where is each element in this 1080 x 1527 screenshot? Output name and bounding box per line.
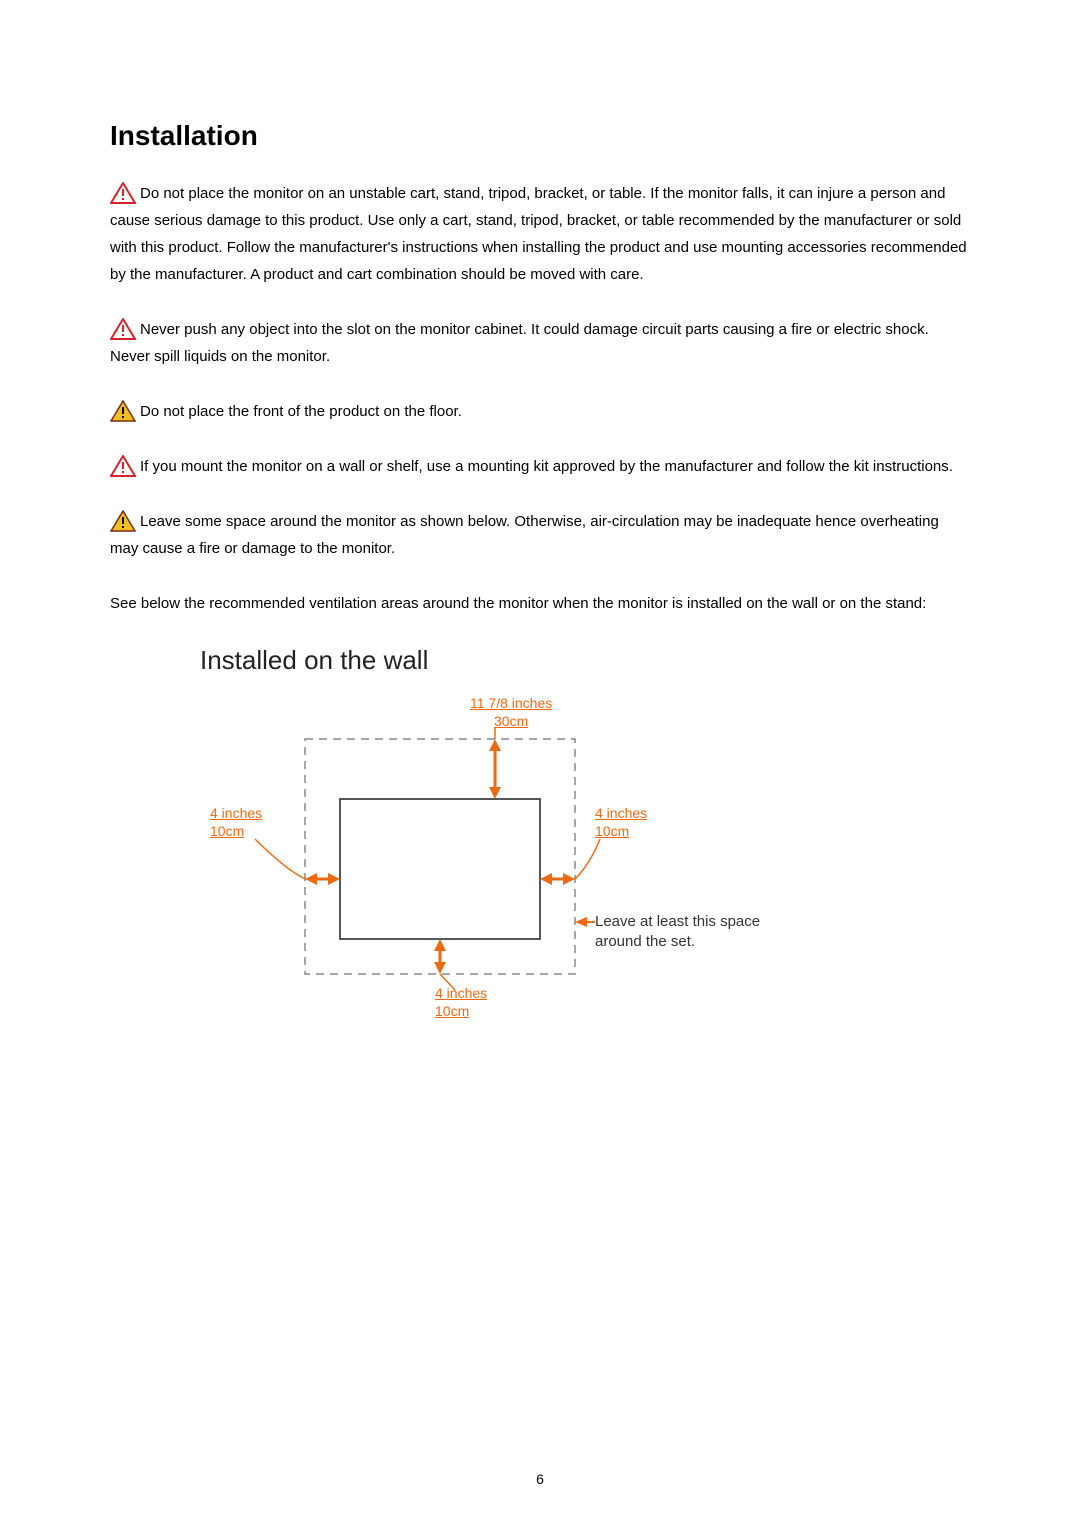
warning-paragraph-1: Do not place the monitor on an unstable … <box>110 180 970 288</box>
caution-icon <box>110 400 136 422</box>
warning-text-2: Never push any object into the slot on t… <box>110 321 929 365</box>
label-top-imperial: 11 7/8 inches <box>470 695 552 711</box>
caution-text-1: Do not place the front of the product on… <box>140 403 462 420</box>
diagram-annotation: Leave at least this space around the set… <box>595 912 760 952</box>
warning-paragraph-2: Never push any object into the slot on t… <box>110 316 970 370</box>
label-bottom: 4 inches 10cm <box>435 984 487 1020</box>
label-left: 4 inches 10cm <box>210 804 262 840</box>
caution-text-2: Leave some space around the monitor as s… <box>110 513 939 557</box>
label-left-metric: 10cm <box>210 823 244 839</box>
label-bottom-metric: 10cm <box>435 1003 469 1019</box>
label-top-metric: 30cm <box>494 713 528 729</box>
annotation-line1: Leave at least this space <box>595 913 760 930</box>
label-top: 11 7/8 inches 30cm <box>470 694 552 730</box>
warning-text-1: Do not place the monitor on an unstable … <box>110 185 967 283</box>
label-right-metric: 10cm <box>595 823 629 839</box>
warning-icon <box>110 182 136 204</box>
warning-icon <box>110 455 136 477</box>
label-right-imperial: 4 inches <box>595 805 647 821</box>
page-number: 6 <box>0 1471 1080 1487</box>
caution-paragraph-1: Do not place the front of the product on… <box>110 398 970 425</box>
warning-paragraph-3: If you mount the monitor on a wall or sh… <box>110 453 970 480</box>
page: Installation Do not place the monitor on… <box>0 0 1080 1527</box>
caution-icon <box>110 510 136 532</box>
warning-icon <box>110 318 136 340</box>
annotation-line2: around the set. <box>595 933 695 950</box>
warning-text-3: If you mount the monitor on a wall or sh… <box>140 458 953 475</box>
ventilation-diagram: 11 7/8 inches 30cm 4 inches 10cm 4 inche… <box>200 694 820 1004</box>
label-right: 4 inches 10cm <box>595 804 647 840</box>
diagram-title: Installed on the wall <box>200 645 970 676</box>
label-left-imperial: 4 inches <box>210 805 262 821</box>
label-bottom-imperial: 4 inches <box>435 985 487 1001</box>
page-heading: Installation <box>110 120 970 152</box>
intro-paragraph: See below the recommended ventilation ar… <box>110 590 970 617</box>
caution-paragraph-2: Leave some space around the monitor as s… <box>110 508 970 562</box>
